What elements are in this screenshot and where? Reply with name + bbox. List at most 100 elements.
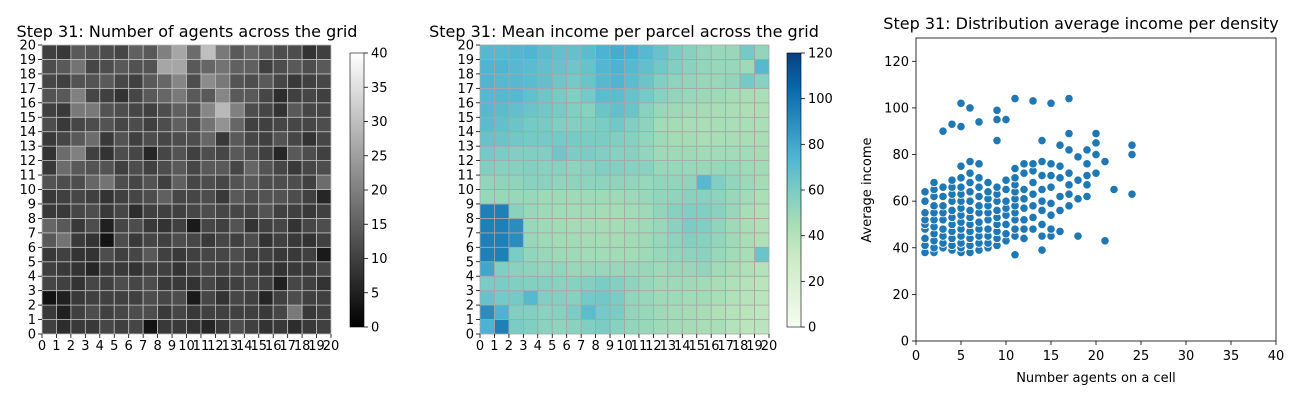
heatmap-cell — [113, 275, 130, 292]
heatmap-cell — [710, 174, 727, 190]
heatmap-cell — [566, 44, 582, 60]
heatmap-cell — [70, 290, 86, 306]
heatmap-cell — [667, 261, 683, 277]
heatmap-cell — [142, 73, 158, 89]
heatmap-cell — [667, 232, 683, 248]
heatmap-cell — [725, 73, 741, 89]
y-tick-label: 0 — [28, 328, 36, 343]
heatmap-cell — [551, 189, 568, 205]
y-tick-label: 18 — [457, 67, 474, 82]
heatmap-cell — [624, 59, 640, 75]
heatmap-cell — [580, 189, 597, 205]
heatmap-cell — [725, 261, 741, 277]
scatter-point — [974, 191, 984, 202]
heatmap-cell — [70, 145, 86, 161]
y-tick-label: 4 — [28, 270, 36, 285]
y-tick-label: 100 — [884, 101, 909, 116]
y-tick-label: 12 — [19, 154, 36, 169]
colorbar-tick-label: 20 — [371, 184, 388, 199]
y-tick-label: 120 — [884, 55, 909, 70]
heatmap-cell — [638, 59, 654, 75]
heatmap-cell — [624, 116, 640, 133]
heatmap-cell — [243, 87, 260, 104]
heatmap-cell — [287, 261, 303, 277]
heatmap-cell — [56, 131, 72, 147]
heatmap-cell — [229, 87, 245, 104]
heatmap-cell — [70, 174, 86, 190]
heatmap-cell — [84, 102, 101, 118]
heatmap-cell — [99, 174, 115, 190]
agents-colorbar — [349, 52, 365, 328]
heatmap-cell — [667, 217, 683, 234]
heatmap-cell — [710, 217, 727, 234]
scatter-point — [1127, 140, 1137, 150]
heatmap-cell — [566, 232, 582, 248]
heatmap-cell — [287, 160, 303, 176]
heatmap-cell — [316, 59, 332, 75]
heatmap-cell — [56, 203, 72, 219]
x-tick-label: 8 — [591, 339, 599, 354]
heatmap-cell — [725, 59, 741, 75]
heatmap-cell — [624, 246, 640, 263]
income-heatmap-panel: Step 31: Mean income per parcel across t… — [429, 22, 833, 354]
heatmap-cell — [229, 261, 245, 277]
heatmap-cell — [609, 145, 625, 161]
heatmap-cell — [171, 174, 187, 190]
scatter-point — [965, 187, 975, 197]
heatmap-cell — [595, 319, 611, 335]
heatmap-cell — [84, 217, 101, 234]
heatmap-cell — [258, 203, 274, 219]
heatmap-cell — [522, 246, 539, 263]
heatmap-cell — [479, 304, 495, 320]
heatmap-cell — [301, 59, 317, 75]
heatmap-cell — [142, 275, 158, 292]
heatmap-cell — [739, 290, 755, 306]
heatmap-cell — [287, 131, 303, 147]
heatmap-cell — [479, 174, 495, 190]
heatmap-cell — [316, 160, 332, 176]
agents-heatmap-title: Step 31: Number of agents across the gri… — [17, 22, 358, 41]
heatmap-cell — [667, 174, 683, 190]
scatter-point — [1073, 194, 1083, 204]
heatmap-cell — [229, 232, 245, 248]
heatmap-cell — [301, 217, 317, 234]
heatmap-cell — [494, 304, 510, 320]
scatter-point — [1001, 114, 1011, 125]
heatmap-cell — [287, 44, 303, 60]
heatmap-cell — [287, 189, 303, 205]
scatter-point — [992, 135, 1002, 146]
heatmap-cell — [272, 304, 289, 320]
heatmap-cell — [551, 319, 568, 335]
heatmap-cell — [479, 102, 495, 118]
heatmap-cell — [41, 232, 57, 248]
y-tick-label: 20 — [19, 39, 36, 54]
x-tick-label: 16 — [703, 339, 720, 354]
heatmap-cell — [725, 145, 741, 161]
heatmap-cell — [537, 261, 553, 277]
heatmap-cell — [56, 319, 72, 335]
heatmap-cell — [479, 87, 495, 104]
heatmap-cell — [70, 131, 86, 147]
heatmap-cell — [214, 116, 231, 133]
heatmap-cell — [667, 290, 683, 306]
heatmap-cell — [537, 102, 553, 118]
scatter-point — [1010, 94, 1020, 104]
heatmap-cell — [479, 246, 495, 263]
heatmap-cell — [537, 59, 553, 75]
heatmap-cell — [638, 116, 654, 133]
x-tick-label: 1 — [52, 339, 60, 354]
heatmap-cell — [522, 160, 539, 176]
heatmap-cell — [171, 275, 187, 292]
heatmap-cell — [287, 232, 303, 248]
heatmap-cell — [243, 203, 260, 219]
heatmap-cell — [84, 116, 101, 133]
y-tick-label: 17 — [457, 82, 474, 97]
scatter-point — [1010, 163, 1020, 174]
heatmap-cell — [551, 44, 568, 60]
heatmap-cell — [522, 59, 539, 75]
heatmap-cell — [508, 232, 524, 248]
heatmap-cell — [84, 145, 101, 161]
heatmap-cell — [316, 131, 332, 147]
heatmap-cell — [537, 217, 553, 234]
x-tick-label: 9 — [606, 339, 614, 354]
